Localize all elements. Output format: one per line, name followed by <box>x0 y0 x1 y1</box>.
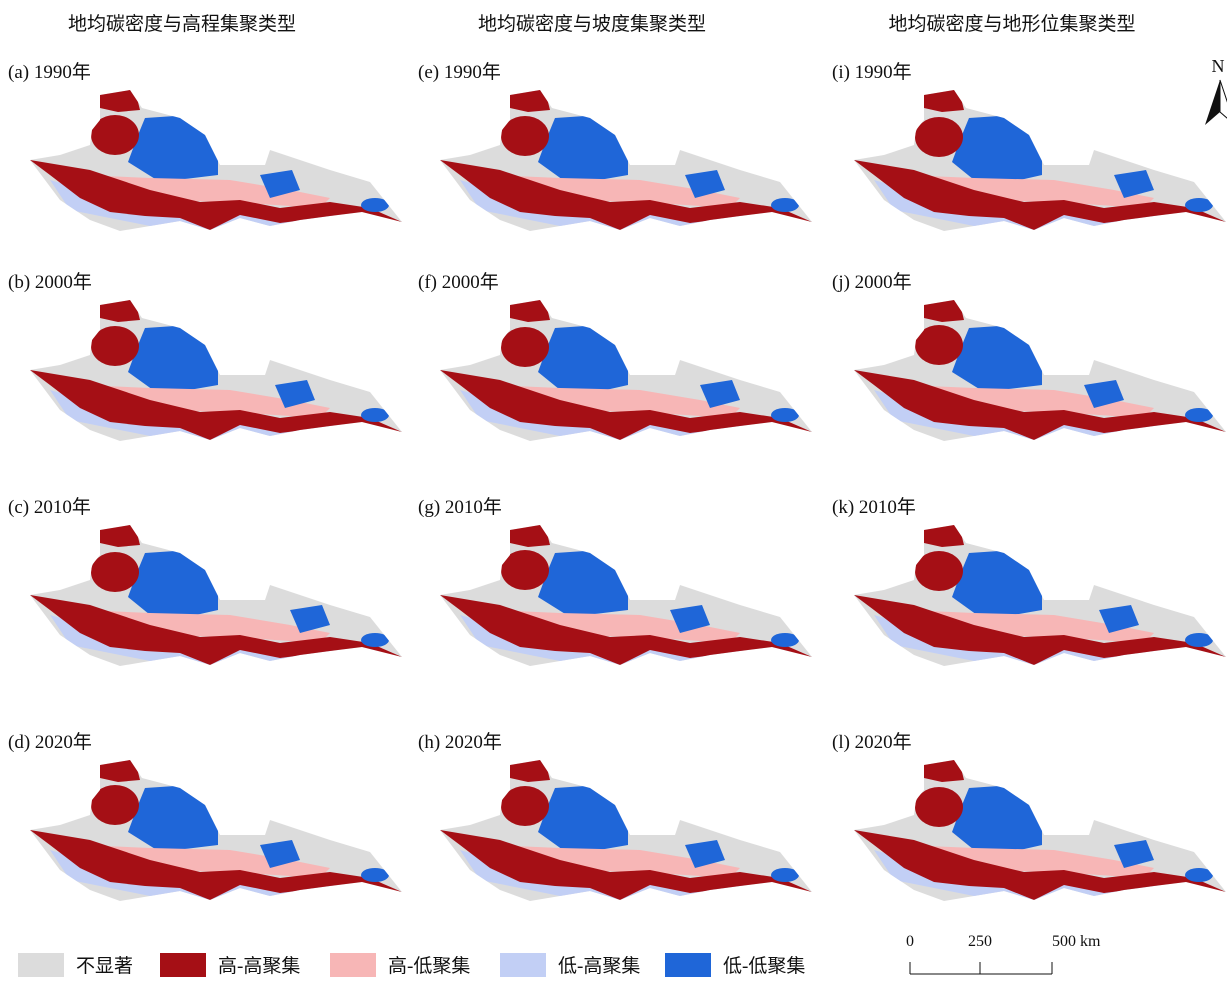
map-layers <box>435 755 825 915</box>
high-high-basin <box>915 325 963 365</box>
low-low-tip <box>361 633 389 647</box>
map-layers <box>849 755 1227 915</box>
low-low-tip <box>1185 198 1213 212</box>
column-title: 地均碳密度与地形位集聚类型 <box>888 13 1135 35</box>
map-layers <box>849 295 1227 455</box>
legend-swatch <box>18 953 64 977</box>
panel-label: (f) 2000年 <box>418 271 499 293</box>
north-arrow-outline <box>1220 80 1227 125</box>
region-map <box>25 755 415 915</box>
high-high-basin <box>501 786 549 826</box>
panel-label: (i) 1990年 <box>832 61 912 83</box>
legend-label: 高-低聚集 <box>388 955 470 977</box>
region-map <box>849 295 1227 455</box>
map-layers <box>435 295 825 455</box>
scale-label: 250 <box>968 933 992 950</box>
region-map <box>435 295 825 455</box>
panel-label: (l) 2020年 <box>832 731 912 753</box>
low-low-tip <box>1185 868 1213 882</box>
legend-label: 低-低聚集 <box>723 955 805 977</box>
region-map <box>25 85 415 245</box>
panel-label: (d) 2020年 <box>8 731 92 753</box>
panel-label: (j) 2000年 <box>832 271 912 293</box>
panel-label: (c) 2010年 <box>8 496 91 518</box>
region-map <box>435 85 825 245</box>
map-layers <box>25 295 415 455</box>
high-high-basin <box>501 327 549 367</box>
low-low-tip <box>361 868 389 882</box>
scale-label: 500 km <box>1052 933 1101 950</box>
high-high-basin <box>91 115 139 155</box>
region-map <box>849 520 1227 680</box>
panel-label: (g) 2010年 <box>418 496 502 518</box>
region-map <box>849 85 1227 245</box>
region-map <box>849 755 1227 915</box>
low-low-tip <box>361 408 389 422</box>
map-layers <box>25 85 415 245</box>
high-high-basin <box>501 550 549 590</box>
high-high-basin <box>501 116 549 156</box>
low-low-tip <box>1185 408 1213 422</box>
map-layers <box>849 520 1227 680</box>
panel-label: (h) 2020年 <box>418 731 502 753</box>
low-low-tip <box>361 198 389 212</box>
panel-label: (k) 2010年 <box>832 496 916 518</box>
map-layers <box>435 520 825 680</box>
figure: 地均碳密度与高程集聚类型 (a) 1990年 (b) 2000年 (c) 2010年 (… <box>0 0 1227 988</box>
high-high-basin <box>91 552 139 592</box>
high-high-basin <box>915 787 963 827</box>
region-map <box>25 295 415 455</box>
high-high-basin <box>91 785 139 825</box>
low-low-tip <box>1185 633 1213 647</box>
map-layers <box>25 520 415 680</box>
high-high-basin <box>915 551 963 591</box>
region-map <box>435 520 825 680</box>
legend-swatch <box>160 953 206 977</box>
scale-label: 0 <box>906 933 914 950</box>
legend-swatch <box>665 953 711 977</box>
column-title: 地均碳密度与坡度集聚类型 <box>478 13 706 35</box>
north-label: N <box>1212 56 1225 76</box>
region-map <box>25 520 415 680</box>
legend-label: 低-高聚集 <box>558 955 640 977</box>
legend-label: 不显著 <box>76 955 133 977</box>
map-layers <box>435 85 825 245</box>
map-layers <box>849 85 1227 245</box>
low-low-tip <box>771 198 799 212</box>
panel-label: (b) 2000年 <box>8 271 92 293</box>
high-high-basin <box>91 326 139 366</box>
region-map <box>435 755 825 915</box>
low-low-tip <box>771 633 799 647</box>
low-low-tip <box>771 408 799 422</box>
legend-swatch <box>330 953 376 977</box>
north-arrow <box>1205 80 1220 125</box>
low-low-tip <box>771 868 799 882</box>
panel-label: (e) 1990年 <box>418 61 501 83</box>
high-high-basin <box>915 117 963 157</box>
column-title: 地均碳密度与高程集聚类型 <box>68 13 296 35</box>
map-layers <box>25 755 415 915</box>
panel-label: (a) 1990年 <box>8 61 91 83</box>
legend-swatch <box>500 953 546 977</box>
legend-label: 高-高聚集 <box>218 955 300 977</box>
